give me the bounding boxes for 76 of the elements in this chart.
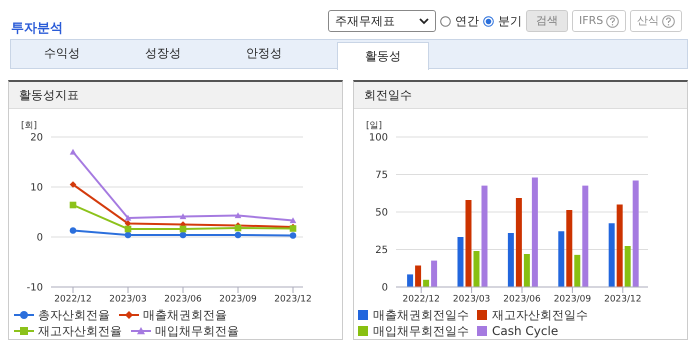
- point: [234, 232, 242, 238]
- y-tick-label: 0: [382, 282, 388, 294]
- y-tick-label: 50: [375, 208, 388, 219]
- point: [124, 220, 132, 227]
- chart-title: 활동성지표: [9, 82, 342, 109]
- text: 안정성: [245, 45, 283, 62]
- text: 산식: [630, 10, 682, 32]
- x-tick-label: 2023/09: [554, 294, 592, 304]
- x-tick-label: 2023/03: [109, 294, 147, 304]
- text: IFRS: [572, 10, 626, 32]
- text: 투자분석: [11, 20, 63, 37]
- point: [70, 202, 76, 208]
- bar: [574, 254, 580, 287]
- y-tick-label: 0: [36, 232, 43, 244]
- text: 수익성: [43, 45, 81, 62]
- legend-label: 매출채권회전일수: [373, 306, 469, 324]
- x-tick-label: 2023/03: [452, 294, 490, 304]
- point: [70, 148, 76, 155]
- point: [124, 226, 132, 232]
- x-tick-label: 2023/12: [604, 294, 642, 304]
- y-tick-label: 10: [30, 182, 43, 194]
- bar: [582, 186, 588, 287]
- bar: [473, 251, 480, 287]
- x-tick-label: 2023/06: [164, 294, 202, 304]
- bar: [516, 198, 522, 287]
- y-tick-label: 75: [375, 170, 388, 182]
- x-tick-label: 2023/12: [274, 294, 312, 304]
- y-tick-label: -10: [26, 282, 43, 294]
- bar: [624, 246, 631, 287]
- legend-label: 재고자산회전일수: [492, 306, 588, 324]
- bar: [632, 180, 639, 287]
- text: 검색: [526, 10, 568, 32]
- legend-label: 매입채무회전일수: [373, 322, 469, 340]
- text: 분기: [498, 12, 522, 30]
- legend-label: 매입채무회전율: [155, 322, 239, 340]
- point: [290, 217, 296, 224]
- bar: [566, 210, 572, 287]
- point: [234, 224, 242, 232]
- point: [234, 212, 242, 218]
- bar: [465, 200, 472, 287]
- bar: [616, 204, 623, 287]
- bar: [524, 254, 530, 287]
- legend-label: 총자산회전율: [38, 306, 110, 324]
- y-axis-title: [일]: [365, 120, 384, 131]
- bar: [457, 237, 464, 287]
- text: 성장성: [144, 45, 182, 62]
- text: 연간: [455, 12, 479, 30]
- legend-label: 재고자산회전율: [38, 322, 122, 340]
- point: [70, 181, 76, 188]
- point: [124, 214, 132, 221]
- bar: [407, 274, 414, 287]
- y-tick-label: 20: [30, 132, 43, 144]
- y-tick-label: 100: [368, 132, 388, 144]
- bar: [558, 231, 564, 287]
- bar: [431, 260, 438, 287]
- x-tick-label: 2023/09: [219, 294, 257, 304]
- y-tick-label: 25: [375, 245, 388, 256]
- point: [70, 227, 76, 234]
- x-tick-label: 2022/12: [402, 294, 440, 304]
- bar: [608, 223, 615, 287]
- point: [180, 213, 186, 220]
- bar: [508, 233, 514, 287]
- bar: [415, 266, 422, 287]
- legend-label: 매출채권회전율: [143, 306, 227, 324]
- text: 주재무제표: [335, 13, 395, 30]
- x-tick-label: 2022/12: [54, 294, 92, 304]
- point: [180, 226, 186, 232]
- text: 활동성: [337, 42, 429, 70]
- bar: [481, 186, 488, 287]
- x-tick-label: 2023/06: [503, 294, 541, 304]
- bar: [423, 280, 430, 287]
- bar: [532, 178, 538, 287]
- point: [290, 232, 296, 239]
- y-axis-title: [회]: [20, 120, 38, 131]
- legend-label: Cash Cycle: [492, 324, 558, 338]
- chart-title: 회전일수: [354, 82, 687, 109]
